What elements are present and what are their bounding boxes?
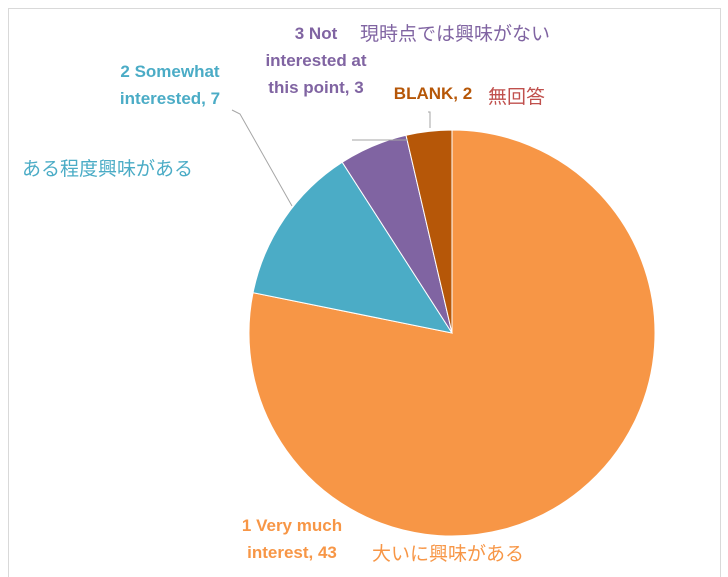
leader-line [428, 111, 431, 128]
annotation: ある程度興味がある [22, 158, 194, 180]
data-label: BLANK, 2 [393, 84, 473, 103]
annotation: 大いに興味がある [372, 543, 525, 565]
chart-border [8, 8, 721, 577]
pie-slice [252, 161, 454, 334]
data-label: 2 Somewhat interested, 7 [119, 62, 221, 108]
annotation: 無回答 [488, 86, 546, 108]
data-label: 1 Very much interest, 43 [241, 516, 343, 562]
pie-slice [405, 129, 453, 334]
data-label: 3 Not interested at this point, 3 [265, 24, 367, 97]
leader-line [231, 109, 293, 207]
annotation: 現時点では興味がない [360, 23, 551, 45]
